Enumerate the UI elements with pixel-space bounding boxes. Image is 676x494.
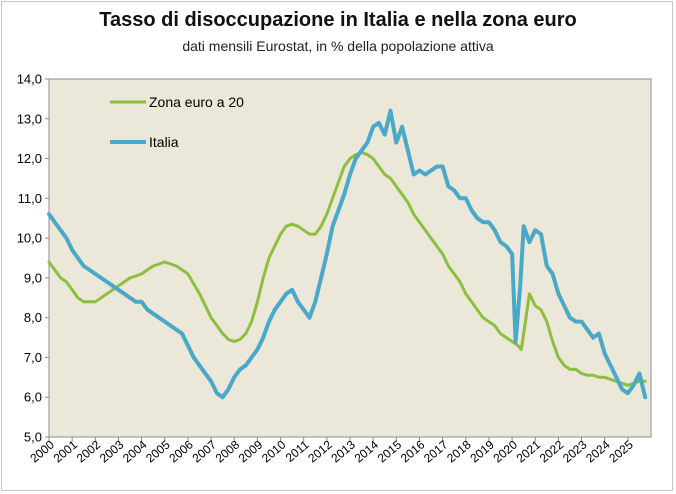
x-tick-label: 2003 <box>97 437 127 465</box>
x-tick-label: 2023 <box>560 437 590 465</box>
x-tick-label: 2024 <box>583 437 613 465</box>
x-tick-label: 2020 <box>491 437 521 465</box>
x-tick-label: 2025 <box>606 437 636 465</box>
y-tick-label: 12,0 <box>17 151 42 166</box>
x-tick-label: 2016 <box>398 437 428 465</box>
y-tick-label: 7,0 <box>24 350 42 365</box>
x-tick-label: 2013 <box>328 437 358 465</box>
x-tick-label: 2008 <box>213 437 243 465</box>
x-tick-label: 2018 <box>444 437 474 465</box>
x-tick-label: 2011 <box>283 437 312 465</box>
series-line-zona-euro <box>47 151 647 387</box>
x-tick-label: 2019 <box>467 437 497 465</box>
x-tick-label: 2002 <box>74 437 104 465</box>
plot-area <box>48 78 652 438</box>
series-line-italia <box>47 108 648 400</box>
y-tick-label: 13,0 <box>17 111 42 126</box>
x-tick-label: 2015 <box>375 437 405 465</box>
x-tick-label: 2012 <box>305 437 335 465</box>
series-layer <box>47 108 648 400</box>
x-tick-label: 2005 <box>143 437 173 465</box>
x-tick-label: 2014 <box>352 437 382 465</box>
legend: Zona euro a 20 Italia <box>110 94 244 150</box>
y-tick-label: 10,0 <box>17 231 42 246</box>
x-axis: 2000200120022003200420052006200720082009… <box>27 437 636 465</box>
legend-label-zona-euro: Zona euro a 20 <box>149 94 244 110</box>
x-tick-label: 2010 <box>259 437 289 465</box>
chart-subtitle: dati mensili Eurostat, in % della popola… <box>182 38 494 54</box>
x-tick-label: 2009 <box>236 437 266 465</box>
x-tick-label: 2017 <box>421 437 451 465</box>
y-tick-label: 8,0 <box>24 310 42 325</box>
y-tick-label: 5,0 <box>24 430 42 445</box>
y-axis: 5,0 6,0 7,0 8,0 9,0 10,0 11,0 12,0 13,0 14,0 <box>17 72 49 445</box>
x-tick-label: 2021 <box>514 437 544 465</box>
y-tick-label: 9,0 <box>24 270 42 285</box>
chart-title: Tasso di disoccupazione in Italia e nell… <box>99 9 577 31</box>
y-tick-label: 11,0 <box>18 191 42 206</box>
x-tick-label: 2007 <box>190 437 220 465</box>
legend-label-italia: Italia <box>149 134 179 150</box>
x-tick-label: 2022 <box>537 437 567 465</box>
x-tick-label: 2006 <box>166 437 196 465</box>
y-tick-label: 14,0 <box>17 72 42 87</box>
x-tick-label: 2001 <box>51 437 81 465</box>
y-tick-label: 6,0 <box>24 390 42 405</box>
x-tick-label: 2004 <box>120 437 150 465</box>
